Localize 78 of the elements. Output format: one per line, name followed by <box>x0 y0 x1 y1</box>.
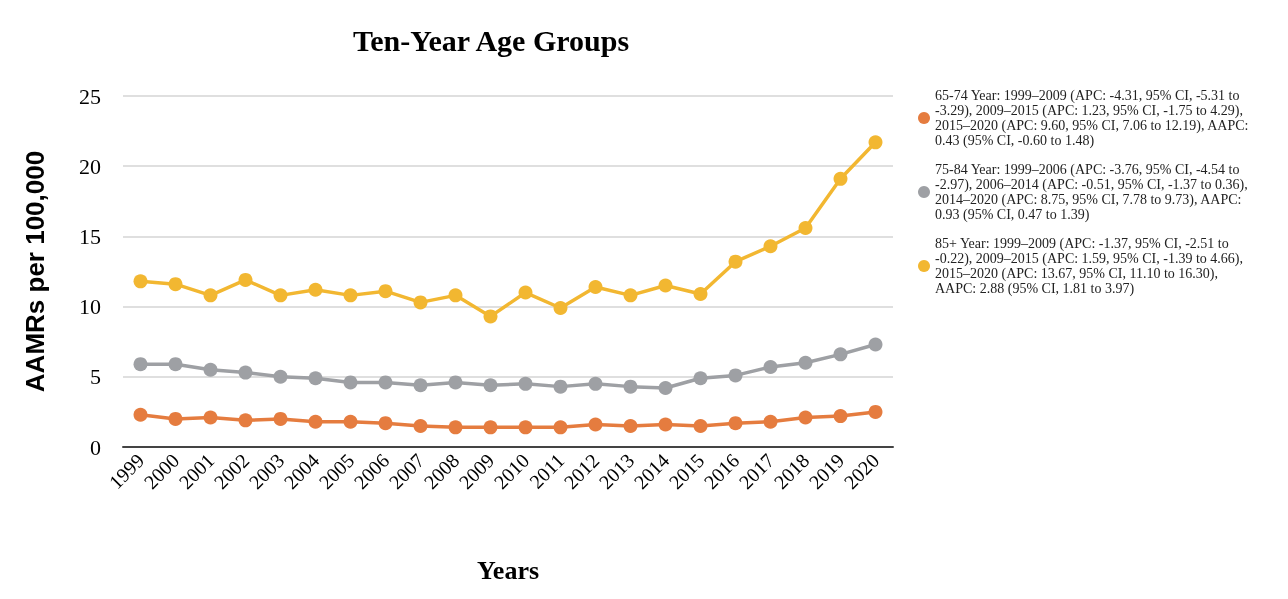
legend-label: 85+ Year: 1999–2009 (APC: -1.37, 95% CI, -2.51 to -0.22), 2009–2015 (APC: 1.59, 95% CI, -1.39 to 4.66), 2015–2020 (APC: 13.67, 95% CI, 11.10 to 16.30), AAPC: 2.88 (95% CI, 1.81 to 3.97) <box>935 236 1250 297</box>
point <box>133 274 148 289</box>
legend-label: 65-74 Year: 1999–2009 (APC: -4.31, 95% CI, -5.31 to -3.29), 2009–2015 (APC: 1.23, 95% CI, -1.75 to 4.29), 2015–2020 (APC: 9.60, 95% CI, 7.06 to 12.19), AAPC: 0.43 (95% CI, -0.60 to 1.48) <box>935 88 1252 149</box>
legend-label: 75-84 Year: 1999–2006 (APC: -3.76, 95% CI, -4.54 to -2.97), 2006–2014 (APC: -0.51, 95% CI, -1.37 to 0.36), 2014–2020 (APC: 8.75, 95% CI, 7.78 to 9.73), AAPC: 0.93 (95% CI, 0.47 to 1.39) <box>935 162 1255 223</box>
point <box>203 362 218 377</box>
point <box>798 410 813 425</box>
point <box>343 375 358 390</box>
y-tick-label: 5 <box>90 364 101 390</box>
point <box>588 279 603 294</box>
point <box>658 417 673 432</box>
point <box>833 171 848 186</box>
x-axis-title: Years <box>476 555 540 585</box>
point <box>588 376 603 391</box>
point <box>693 286 708 301</box>
point <box>693 371 708 386</box>
point <box>273 411 288 426</box>
point <box>168 411 183 426</box>
point <box>238 413 253 428</box>
point <box>553 301 568 315</box>
point <box>833 347 848 362</box>
point <box>798 220 813 235</box>
point <box>448 375 463 390</box>
point <box>518 420 533 435</box>
point <box>623 418 638 433</box>
point <box>308 371 323 386</box>
chart-title: Ten-Year Age Groups <box>352 23 630 57</box>
point <box>658 381 673 396</box>
y-tick-label: 10 <box>79 294 101 320</box>
point <box>763 239 778 254</box>
point <box>518 285 533 300</box>
point <box>273 288 288 303</box>
point <box>343 288 358 303</box>
point <box>623 288 638 303</box>
point <box>623 379 638 394</box>
point <box>553 379 568 394</box>
point <box>378 284 393 299</box>
point <box>413 295 428 310</box>
point <box>448 288 463 303</box>
point <box>588 417 603 432</box>
point <box>308 282 323 297</box>
point <box>483 309 498 324</box>
point <box>308 414 323 429</box>
y-tick-label: 20 <box>79 153 101 179</box>
point <box>728 368 743 383</box>
point <box>798 355 813 370</box>
point <box>413 378 428 393</box>
point <box>448 420 463 435</box>
point <box>833 409 848 424</box>
y-axis-title: AAMRs per 100,000 <box>20 150 50 393</box>
point <box>378 375 393 390</box>
point <box>693 418 708 433</box>
point <box>238 365 253 380</box>
point <box>483 378 498 393</box>
point <box>168 357 183 372</box>
point <box>238 272 253 287</box>
point <box>518 376 533 391</box>
point <box>413 418 428 433</box>
point <box>343 414 358 429</box>
point <box>378 416 393 431</box>
point <box>203 410 218 425</box>
point <box>658 278 673 293</box>
y-tick-label: 0 <box>90 434 101 460</box>
point <box>728 416 743 431</box>
point <box>868 404 883 419</box>
point <box>553 420 568 435</box>
point <box>168 277 183 292</box>
point <box>763 359 778 374</box>
point <box>133 357 148 372</box>
y-tick-label: 15 <box>79 223 101 249</box>
point <box>868 337 883 352</box>
point <box>273 369 288 384</box>
y-tick-label: 25 <box>79 83 101 109</box>
point <box>868 135 883 150</box>
point <box>203 288 218 303</box>
point <box>728 254 743 269</box>
point <box>763 414 778 429</box>
point <box>133 407 148 422</box>
point <box>483 420 498 435</box>
